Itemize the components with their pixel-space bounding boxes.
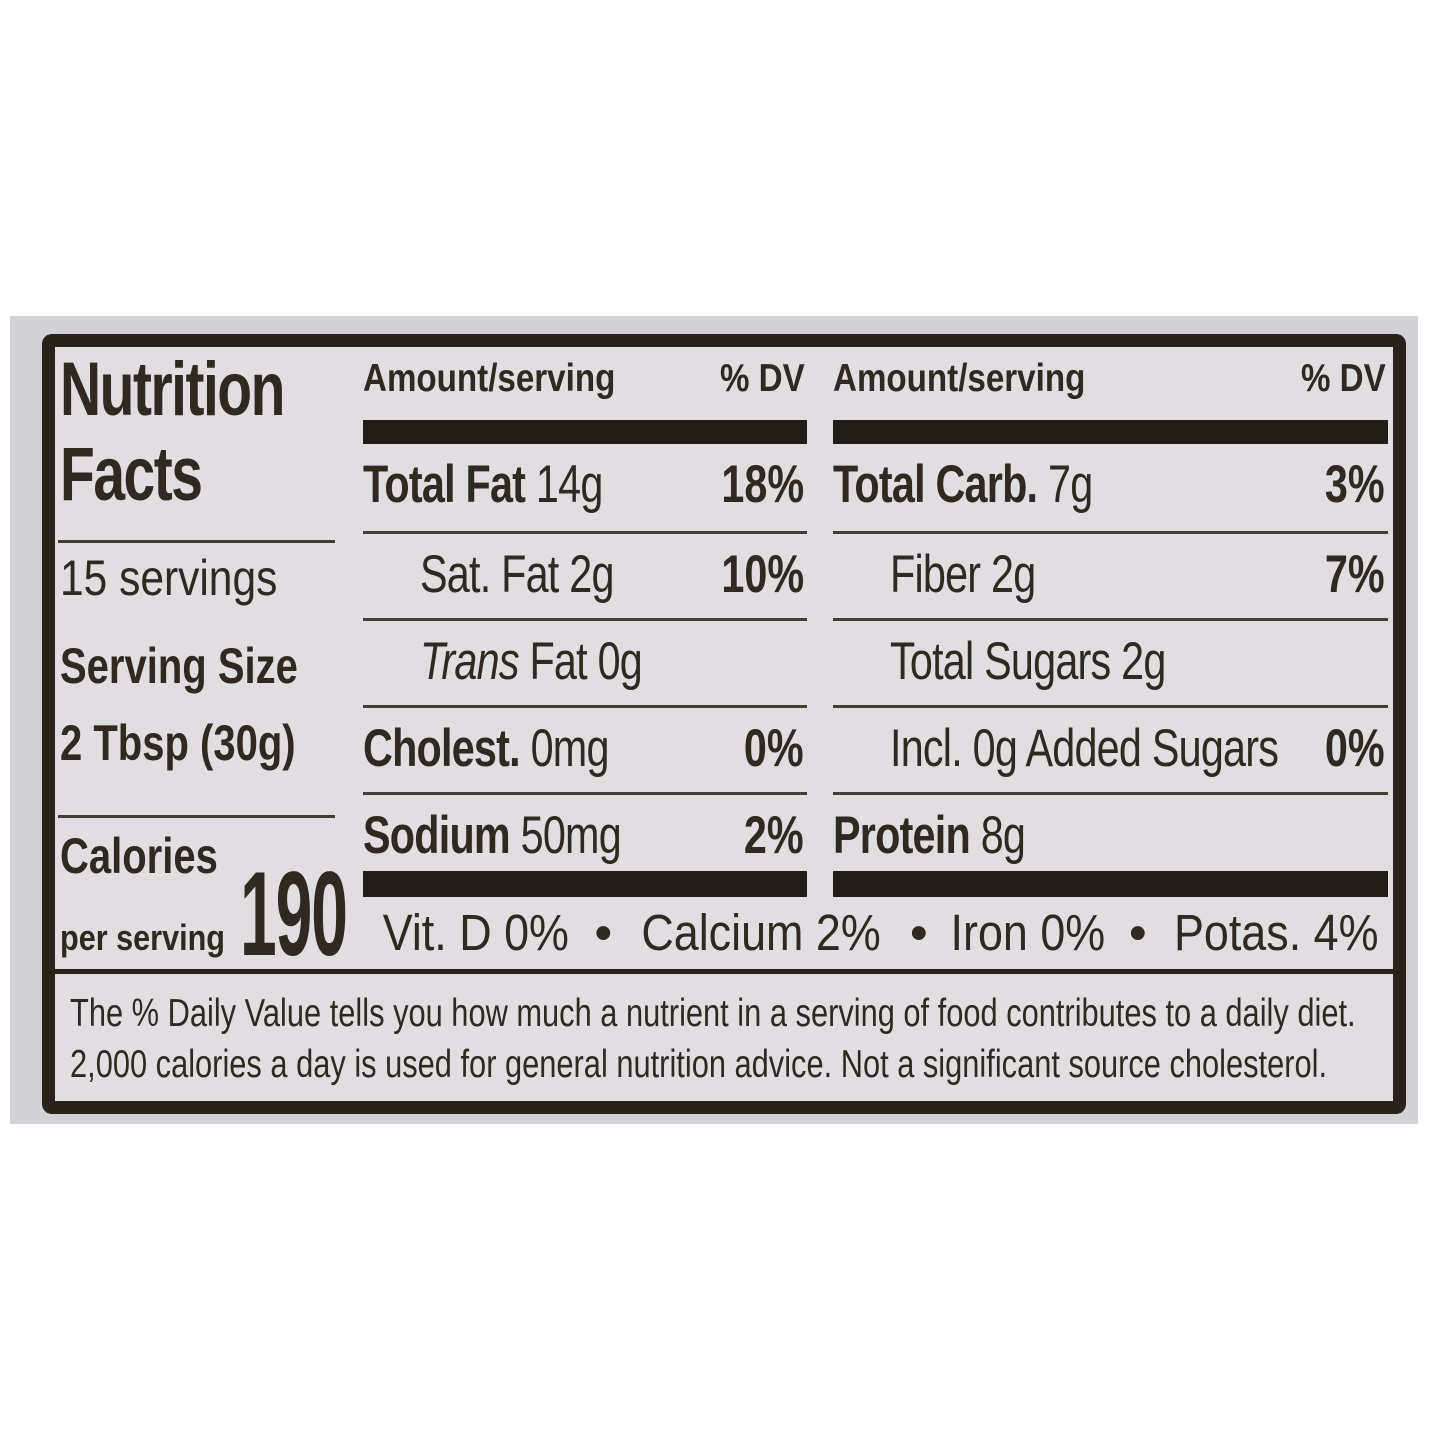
nutrient-name-and-amount: Total Carb. 7g [833, 454, 1093, 515]
title-line-2: Facts [60, 432, 203, 517]
nutrient-daily-value: 3% [1325, 455, 1385, 514]
nutrient-row: Incl. 0g Added Sugars 0% [833, 705, 1388, 792]
nutrient-amount: 2g [991, 545, 1036, 604]
thick-bar-top [363, 420, 807, 444]
amount-per-serving-header: Amount/serving [363, 357, 616, 400]
percent-dv-header: % DV [720, 357, 805, 400]
nutrient-row: Total Sugars 2g [833, 618, 1388, 705]
label-photo-surface: Nutrition Facts 15 servings Serving Size… [10, 316, 1418, 1124]
nutrient-name: Total Carb. [833, 455, 1038, 514]
thick-bar-top [833, 420, 1388, 444]
nutrient-row: Cholest. 0mg 0% [363, 705, 807, 792]
nutrient-row: Trans Fat 0g [363, 618, 807, 705]
serving-size-value: 2 Tbsp (30g) [60, 715, 296, 771]
nutrient-daily-value: 0% [744, 719, 804, 778]
footnote-line-2: 2,000 calories a day is used for general… [70, 1043, 1328, 1086]
nutrient-daily-value: 0% [1325, 719, 1385, 778]
bullet-separator: • [1128, 904, 1147, 961]
nutrient-row: Sat. Fat 2g 10% [363, 531, 807, 618]
thick-bar-bottom [363, 871, 807, 897]
nutrient-name: Total Sugars [890, 632, 1111, 691]
nutrient-daily-value: 10% [721, 545, 804, 604]
nutrient-name-and-amount: Protein 8g [833, 805, 1026, 866]
nutrient-daily-value: 7% [1325, 545, 1385, 604]
left-column-divider-bottom [58, 815, 335, 818]
nutrient-name-and-amount: Total Sugars 2g [890, 631, 1166, 692]
servings-count: 15 servings [60, 550, 278, 606]
nutrient-amount: 2g [1121, 632, 1166, 691]
daily-value-footnote: The % Daily Value tells you how much a n… [70, 988, 1445, 1090]
nutrient-daily-value: 18% [721, 455, 804, 514]
label-content: Nutrition Facts 15 servings Serving Size… [55, 347, 1393, 1101]
nutrient-name: Cholest. [363, 719, 521, 778]
nutrient-name-and-amount: Sodium 50mg [363, 805, 622, 866]
column-header: Amount/serving % DV [363, 357, 807, 407]
left-column-divider-top [58, 540, 335, 543]
footnote-line-1: The % Daily Value tells you how much a n… [70, 992, 1356, 1035]
nutrient-name: Protein [833, 806, 971, 865]
nutrient-row: Fiber 2g 7% [833, 531, 1388, 618]
calories-value: 190 [240, 847, 348, 981]
nutrient-name: Incl. 0g Added Sugars [890, 719, 1279, 778]
nutrient-amount: 50mg [520, 806, 622, 865]
nutrient-name: Fat [529, 632, 587, 691]
amount-per-serving-header: Amount/serving [833, 357, 1086, 400]
nutrient-column-carb-protein: Amount/serving% DV Total Carb. 7g 3% Fiber 2g… [833, 347, 1388, 972]
calories-sublabel: per serving [60, 917, 225, 958]
nutrition-facts-title: Nutrition Facts [60, 347, 285, 517]
micronutrients-row: Vit. D 0% • Calcium 2% • Iron 0% • Potas. 4% [370, 903, 1392, 962]
nutrient-row: Sodium 50mg 2% [363, 792, 807, 879]
nutrient-row: Total Carb. 7g 3% [833, 444, 1388, 531]
footnote-divider [55, 969, 1393, 974]
nutrient-name-and-amount: Cholest. 0mg [363, 718, 609, 779]
nutrient-name: Total Fat [363, 455, 526, 514]
nutrient-amount: 2g [569, 545, 614, 604]
bullet-separator: • [594, 904, 613, 961]
nutrient-row: Total Fat 14g 18% [363, 444, 807, 531]
nutrient-name-and-amount: Total Fat 14g [363, 454, 603, 515]
nutrient-row: Protein 8g [833, 792, 1388, 879]
nutrient-amount: 0g [597, 632, 643, 691]
percent-dv-header: % DV [1301, 357, 1386, 400]
column-header: Amount/serving % DV [833, 357, 1388, 407]
nutrient-name-italic-prefix: Trans [420, 632, 519, 691]
nutrient-amount: 0mg [530, 719, 610, 778]
micronutrient-value: Calcium 2% [641, 904, 881, 961]
nutrition-facts-label: Nutrition Facts 15 servings Serving Size… [42, 334, 1406, 1114]
micronutrient-value: Potas. 4% [1173, 904, 1379, 961]
nutrient-column-fat-sodium: Amount/serving % DV Total Fat 14g 18% Sat. Fa… [363, 347, 807, 972]
micronutrient-value: Vit. D 0% [382, 904, 569, 961]
nutrient-name-and-amount: Sat. Fat 2g [420, 544, 614, 605]
nutrient-name-and-amount: Trans Fat 0g [420, 631, 643, 692]
thick-bar-bottom [833, 871, 1388, 897]
nutrient-amount: 8g [980, 806, 1026, 865]
nutrient-amount: 7g [1047, 455, 1093, 514]
nutrient-rows: Total Fat 14g 18% Sat. Fat 2g 10% Trans Fat 0g Ch… [363, 444, 807, 879]
nutrient-name: Sodium [363, 806, 511, 865]
nutrient-name: Fiber [890, 545, 981, 604]
nutrient-name-and-amount: Fiber 2g [890, 544, 1036, 605]
nutrient-amount: 14g [535, 455, 603, 514]
nutrient-daily-value: 2% [744, 806, 804, 865]
title-line-1: Nutrition [60, 347, 285, 432]
nutrient-name: Sat. Fat [420, 545, 559, 604]
nutrient-rows: Total Carb. 7g 3% Fiber 2g 7% Total Sugars 2g In… [833, 444, 1388, 879]
nutrient-name-and-amount: Incl. 0g Added Sugars [890, 718, 1289, 779]
micronutrient-value: Iron 0% [950, 904, 1106, 961]
calories-label: Calories [60, 828, 218, 884]
serving-size-label: Serving Size [60, 638, 298, 694]
bullet-separator: • [909, 904, 928, 961]
